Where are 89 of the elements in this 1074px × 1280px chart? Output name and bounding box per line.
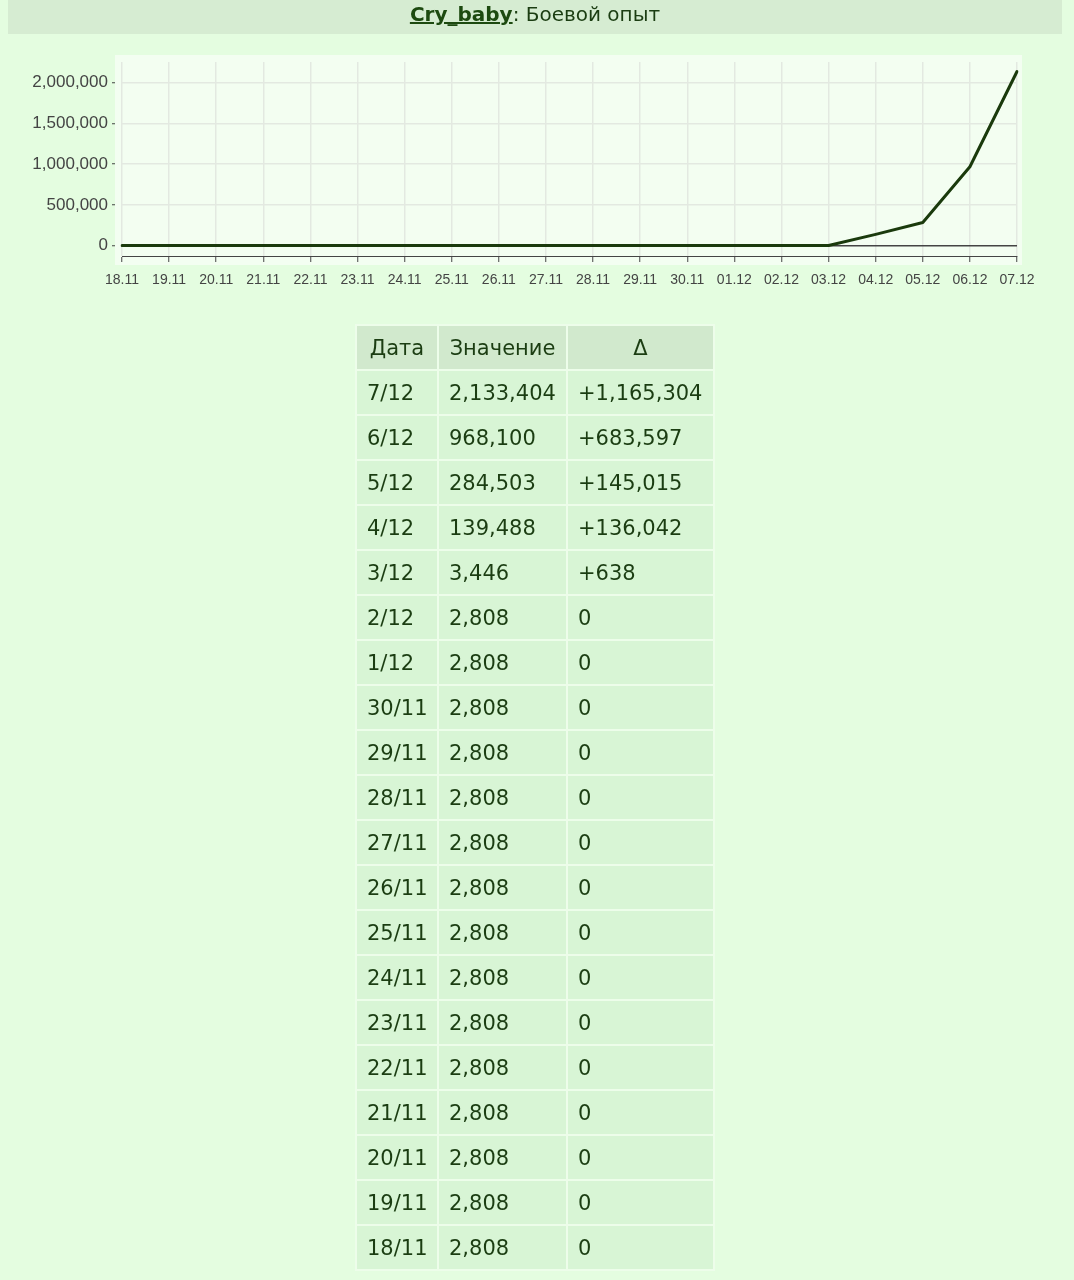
text: 284,503 bbox=[439, 461, 566, 504]
y-tick-label: 1,000,000 bbox=[32, 153, 108, 173]
x-tick-label: 22.11 bbox=[293, 271, 328, 288]
text: 21/11 bbox=[357, 1091, 437, 1134]
text: 2,808 bbox=[439, 1181, 566, 1224]
text: 3,446 bbox=[439, 551, 566, 594]
x-tick-label: 30.11 bbox=[670, 271, 705, 288]
text: 24/11 bbox=[357, 956, 437, 999]
y-tick-label: 500,000 bbox=[46, 194, 108, 214]
text: 2,808 bbox=[439, 596, 566, 639]
text: 2,808 bbox=[439, 821, 566, 864]
x-tick-label: 01.12 bbox=[716, 271, 753, 288]
text: 2/12 bbox=[357, 596, 437, 639]
y-tick-label: 1,500,000 bbox=[32, 112, 108, 132]
text: 27/11 bbox=[357, 821, 437, 864]
text: 0 bbox=[568, 821, 713, 864]
x-tick-label: 25.11 bbox=[434, 271, 469, 288]
text: Дата bbox=[357, 326, 437, 369]
x-tick-label: 20.11 bbox=[199, 271, 234, 288]
text: +136,042 bbox=[568, 506, 713, 549]
text: 2,808 bbox=[439, 1226, 566, 1269]
text: 7/12 bbox=[357, 371, 437, 414]
text: 2,133,404 bbox=[439, 371, 566, 414]
text: 4/12 bbox=[357, 506, 437, 549]
text: 2,808 bbox=[439, 1046, 566, 1089]
text: 2,808 bbox=[439, 956, 566, 999]
text: 0 bbox=[568, 1136, 713, 1179]
x-tick-label: 24.11 bbox=[387, 271, 422, 288]
text: 6/12 bbox=[357, 416, 437, 459]
text: 2,808 bbox=[439, 731, 566, 774]
text: 18/11 bbox=[357, 1226, 437, 1269]
x-tick-label: 27.11 bbox=[528, 271, 564, 288]
text: +683,597 bbox=[568, 416, 713, 459]
text: 0 bbox=[568, 1001, 713, 1044]
text: +638 bbox=[568, 551, 713, 594]
text: 968,100 bbox=[439, 416, 566, 459]
text: 28/11 bbox=[357, 776, 437, 819]
x-tick-label: 06.12 bbox=[952, 271, 988, 288]
text: 0 bbox=[568, 1181, 713, 1224]
text: 0 bbox=[568, 596, 713, 639]
y-tick-label: 2,000,000 bbox=[32, 72, 108, 92]
x-tick-label: 29.11 bbox=[623, 271, 658, 288]
text: +1,165,304 bbox=[568, 371, 713, 414]
x-tick-label: 19.11 bbox=[152, 271, 187, 288]
x-tick-label: 18.11 bbox=[105, 271, 140, 288]
text: 22/11 bbox=[357, 1046, 437, 1089]
text: 23/11 bbox=[357, 1001, 437, 1044]
text: 2,808 bbox=[439, 911, 566, 954]
x-tick-label: 04.12 bbox=[858, 271, 894, 288]
y-tick-label: 0 bbox=[98, 235, 108, 255]
x-tick-label: 21.11 bbox=[246, 271, 281, 288]
x-tick-label: 07.12 bbox=[999, 271, 1035, 288]
text: 5/12 bbox=[357, 461, 437, 504]
text: +145,015 bbox=[568, 461, 713, 504]
x-tick-label: 03.12 bbox=[811, 271, 847, 288]
text: 2,808 bbox=[439, 686, 566, 729]
text: 2,808 bbox=[439, 641, 566, 684]
text: 0 bbox=[568, 956, 713, 999]
text: 2,808 bbox=[439, 1091, 566, 1134]
text: 2,808 bbox=[439, 776, 566, 819]
text: 2,808 bbox=[439, 1136, 566, 1179]
text: 0 bbox=[568, 1046, 713, 1089]
x-tick-label: 05.12 bbox=[905, 271, 941, 288]
text: 0 bbox=[568, 911, 713, 954]
text: 139,488 bbox=[439, 506, 566, 549]
x-tick-label: 26.11 bbox=[481, 271, 517, 288]
text: 19/11 bbox=[357, 1181, 437, 1224]
text: 1/12 bbox=[357, 641, 437, 684]
text: 29/11 bbox=[357, 731, 437, 774]
text: 0 bbox=[568, 776, 713, 819]
x-tick-label: 23.11 bbox=[340, 271, 375, 288]
text: 25/11 bbox=[357, 911, 437, 954]
text: 0 bbox=[568, 686, 713, 729]
x-tick-label: 28.11 bbox=[576, 271, 611, 288]
text: 0 bbox=[568, 1091, 713, 1134]
text: 26/11 bbox=[357, 866, 437, 909]
text: 30/11 bbox=[357, 686, 437, 729]
x-tick-label: 02.12 bbox=[763, 271, 800, 288]
text: 2,808 bbox=[439, 866, 566, 909]
text: Значение bbox=[439, 326, 566, 369]
text: 3/12 bbox=[357, 551, 437, 594]
text: 0 bbox=[568, 641, 713, 684]
text: 20/11 bbox=[357, 1136, 437, 1179]
text: 0 bbox=[568, 866, 713, 909]
text: 0 bbox=[568, 1226, 713, 1269]
text: 0 bbox=[568, 731, 713, 774]
chart-title: Cry_baby: Боевой опыт bbox=[408, 2, 662, 26]
text: 2,808 bbox=[439, 1001, 566, 1044]
text: Δ bbox=[568, 326, 713, 369]
